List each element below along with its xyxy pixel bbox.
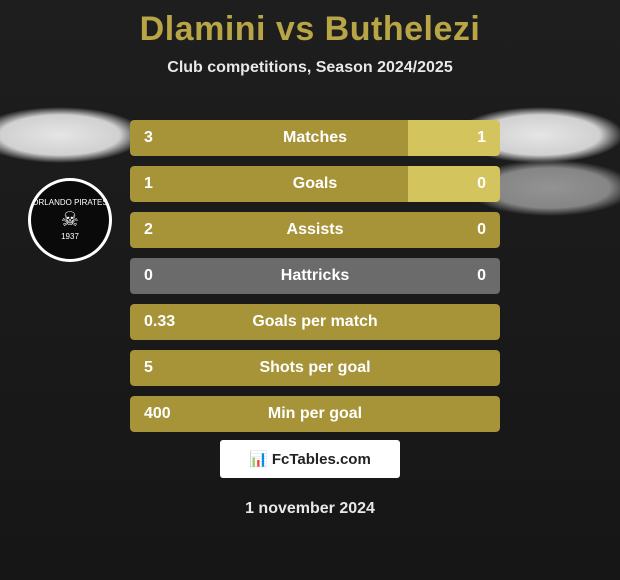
bar-value-left: 0 xyxy=(144,267,153,285)
footer-date: 1 november 2024 xyxy=(245,500,375,518)
bar-value-left: 3 xyxy=(144,129,153,147)
bar-value-left: 400 xyxy=(144,405,171,423)
bar-right-fill xyxy=(408,120,501,156)
bar-value-right: 0 xyxy=(477,221,486,239)
brand-text: FcTables.com xyxy=(272,451,371,468)
bar-right-fill xyxy=(408,166,501,202)
stat-bar-row: Min per goal 400 xyxy=(130,396,500,432)
stat-bar-row: Matches 3 1 xyxy=(130,120,500,156)
stat-bar-row: Shots per goal 5 xyxy=(130,350,500,386)
bar-label: Shots per goal xyxy=(259,359,370,377)
bar-label: Goals xyxy=(293,175,337,193)
stats-bars: Matches31Goals10Assists20Hattricks00Goal… xyxy=(130,120,500,442)
bar-label: Min per goal xyxy=(268,405,362,423)
bar-value-left: 5 xyxy=(144,359,153,377)
bar-value-left: 1 xyxy=(144,175,153,193)
page-title: Dlamini vs Buthelezi xyxy=(0,0,620,49)
bar-value-right: 0 xyxy=(477,267,486,285)
bar-label: Matches xyxy=(283,129,347,147)
badge-year: 1937 xyxy=(61,232,79,241)
bar-value-right: 0 xyxy=(477,175,486,193)
content-wrapper: Dlamini vs Buthelezi Club competitions, … xyxy=(0,0,620,580)
bar-left-fill xyxy=(130,166,408,202)
bar-label: Hattricks xyxy=(281,267,349,285)
stat-bar-row: Goals 1 0 xyxy=(130,166,500,202)
badge-top-text: ORLANDO PIRATES xyxy=(32,198,107,207)
stat-bar-row: Assists 2 0 xyxy=(130,212,500,248)
page-subtitle: Club competitions, Season 2024/2025 xyxy=(0,59,620,77)
skull-icon: ☠ xyxy=(32,208,107,232)
bar-value-left: 0.33 xyxy=(144,313,175,331)
bar-left-fill xyxy=(130,120,408,156)
bar-label: Goals per match xyxy=(252,313,377,331)
club-badge: ORLANDO PIRATES ☠ 1937 xyxy=(28,178,112,262)
stat-bar-row: Goals per match 0.33 xyxy=(130,304,500,340)
brand-logo: 📊 FcTables.com xyxy=(220,440,400,478)
stat-bar-row: Hattricks 0 0 xyxy=(130,258,500,294)
chart-icon: 📊 xyxy=(249,450,268,468)
bar-value-right: 1 xyxy=(477,129,486,147)
bar-value-left: 2 xyxy=(144,221,153,239)
club-badge-inner: ORLANDO PIRATES ☠ 1937 xyxy=(32,198,107,241)
bar-label: Assists xyxy=(287,221,344,239)
